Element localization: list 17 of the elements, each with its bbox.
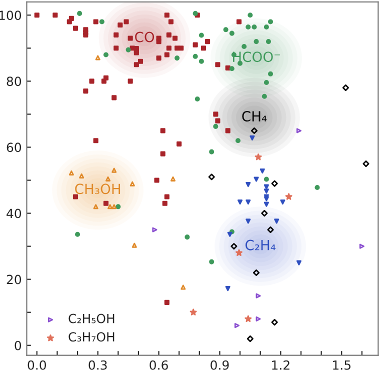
- x-tick-label: 1.5: [333, 360, 350, 370]
- annotation: CH₃OH: [75, 184, 120, 194]
- x-tick-label: 0.3: [88, 360, 107, 370]
- annotation: CO: [135, 32, 154, 42]
- y-tick-label: 60: [6, 142, 22, 152]
- y-tick-label: 0: [14, 340, 22, 350]
- annotation: C₂H₄: [245, 240, 276, 250]
- annotation: CH₄: [242, 111, 267, 122]
- y-tick-label: 40: [6, 208, 22, 218]
- y-tick-label: 80: [6, 76, 22, 86]
- x-tick-label: 0.6: [150, 360, 168, 370]
- x-tick-label: 1.2: [272, 360, 290, 370]
- x-tick-label: 0.9: [210, 360, 229, 370]
- legend-label: C₃H₇OH: [68, 332, 114, 342]
- legend-label: C₂H₅OH: [68, 314, 114, 324]
- x-tick-label: 0.0: [28, 360, 46, 370]
- y-tick-label: 20: [6, 274, 22, 284]
